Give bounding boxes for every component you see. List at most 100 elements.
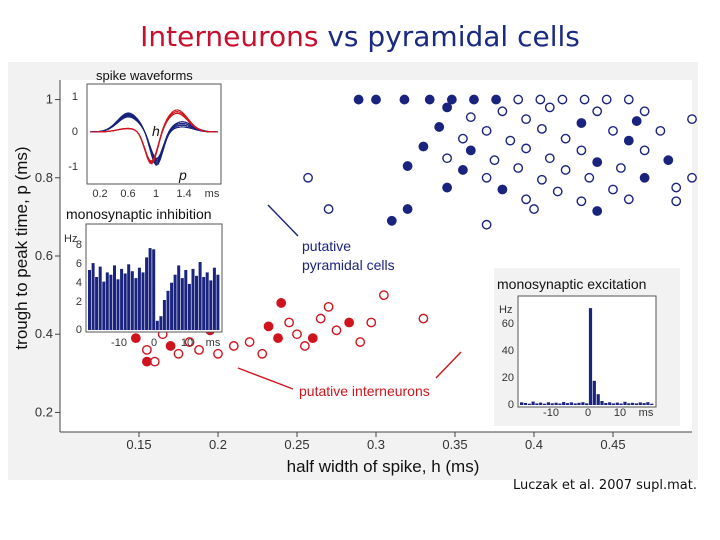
interneuron-point xyxy=(149,356,160,367)
pyramidal-point xyxy=(442,153,452,164)
pyramidal-point xyxy=(418,141,429,152)
waveform-traces xyxy=(89,109,219,167)
inset2-ytick-0: 0 xyxy=(76,324,82,336)
pyramidal-point xyxy=(457,133,468,144)
pyramidal-point xyxy=(481,219,492,230)
annotation-putative: putative xyxy=(302,238,351,254)
interneuron-point xyxy=(141,356,152,367)
interneuron-point xyxy=(141,344,152,355)
inset1-xtick-06: 0.6 xyxy=(120,188,135,200)
inset3-unit: Hz xyxy=(499,304,512,316)
pyramidal-point xyxy=(521,194,531,205)
inset-monosynaptic-inhibition: monosynaptic inhibition Hz 8 6 4 2 0 -10… xyxy=(64,206,223,349)
pyramidal-point xyxy=(608,125,618,136)
pyramidal-point xyxy=(424,94,435,105)
pyramidal-point xyxy=(671,196,682,207)
inhibition-bar xyxy=(145,257,149,330)
excitation-bar xyxy=(596,394,600,405)
pyramidal-point xyxy=(687,114,697,125)
inhibition-bar xyxy=(91,263,95,330)
x-tick-label: 0.25 xyxy=(284,437,309,452)
interneuron-point xyxy=(323,301,334,312)
annotation-pyramidal-cells: pyramidal cells xyxy=(302,257,395,273)
inhibition-bar xyxy=(202,277,206,330)
y-tick-label: 0.8 xyxy=(35,170,53,185)
pyramidal-point xyxy=(537,123,547,134)
interneuron-point xyxy=(130,333,141,344)
inset1-ytick-m1: -1 xyxy=(68,161,78,173)
pyramidal-point xyxy=(497,184,508,195)
pyramidal-point xyxy=(616,163,626,173)
inset1-xtick-02: 0.2 xyxy=(92,188,107,200)
pyramidal-point xyxy=(639,145,650,156)
inset3-xtick-ms: ms xyxy=(639,407,654,419)
pyramidal-point xyxy=(353,94,364,105)
pyramidal-point xyxy=(457,165,468,175)
pyramidal-point xyxy=(402,161,413,171)
x-tick-label: 0.2 xyxy=(209,437,227,452)
pyramidal-point xyxy=(491,94,501,105)
excitation-bar xyxy=(573,403,577,405)
pyramidal-point xyxy=(537,174,547,185)
inset1-xtick-14: 1.4 xyxy=(176,188,191,200)
excitation-bar xyxy=(615,402,619,405)
inhibition-bar xyxy=(102,281,106,330)
pyramidal-point xyxy=(576,145,587,156)
inset3-ytick-40: 40 xyxy=(502,345,514,357)
interneuron-point xyxy=(299,341,310,351)
pyramidal-point xyxy=(623,135,634,146)
inhibition-bar xyxy=(130,271,134,330)
interneuron-point xyxy=(366,317,377,328)
inset-spike-waveforms: spike waveforms 1 0 -1 0.2 0.6 1 1.4 ms … xyxy=(68,68,222,200)
interneuron-point xyxy=(273,333,283,344)
inset3-frame xyxy=(517,295,657,408)
inhibition-bar xyxy=(134,278,138,330)
inset2-xtick-10: 10 xyxy=(181,337,193,349)
x-tick-label: 0.4 xyxy=(525,437,543,452)
inset1-title: spike waveforms xyxy=(96,68,193,83)
inhibition-bar xyxy=(98,266,102,330)
inhibition-bar xyxy=(152,249,156,330)
interneuron-point xyxy=(263,321,274,332)
inhibition-bar xyxy=(95,277,99,330)
interneuron-point xyxy=(257,348,268,359)
inset3-xtick-0: 0 xyxy=(585,407,591,419)
pyramidal-point xyxy=(497,106,508,117)
inhibition-bar xyxy=(137,267,141,330)
x-tick-label: 0.15 xyxy=(126,437,151,452)
excitation-bar xyxy=(535,403,539,405)
excitation-bar xyxy=(577,402,581,405)
excitation-bar xyxy=(520,402,524,405)
interneuron-point xyxy=(184,337,195,347)
pyramidal-point xyxy=(303,172,313,183)
x-tick-label: 0.45 xyxy=(600,437,625,452)
excitation-bar xyxy=(581,402,585,405)
interneuron-point xyxy=(228,341,239,351)
interneuron-point xyxy=(213,348,223,359)
inhibition-bar xyxy=(216,274,220,330)
title-vs-pyramidal: vs pyramidal cells xyxy=(318,20,580,53)
inset3-ytick-60: 60 xyxy=(502,318,514,330)
pyramidal-point xyxy=(631,116,642,126)
pointer-pyramidal xyxy=(267,204,299,237)
inset1-marker-p: p xyxy=(178,167,187,183)
pyramidal-point xyxy=(521,143,531,154)
inset1-xtick-1: 1 xyxy=(153,188,159,200)
pyramidal-point xyxy=(481,172,492,183)
excitation-bar xyxy=(569,402,573,405)
inhibition-bars xyxy=(88,248,220,330)
pyramidal-point xyxy=(465,112,476,123)
excitation-bar xyxy=(634,403,639,405)
inhibition-bar xyxy=(113,265,116,330)
excitation-bar xyxy=(562,402,566,405)
inhibition-bar xyxy=(195,275,198,330)
inset2-ytick-2: 2 xyxy=(76,296,82,308)
inset2-unit: Hz xyxy=(64,233,77,245)
y-tick-label: 0.6 xyxy=(35,248,53,263)
pyramidal-point xyxy=(469,94,479,105)
inhibition-bar xyxy=(184,270,188,330)
inset1-marker-h: h xyxy=(152,123,160,139)
excitation-bar xyxy=(523,403,527,405)
excitation-bar xyxy=(631,402,635,405)
pyramidal-point xyxy=(576,196,587,207)
